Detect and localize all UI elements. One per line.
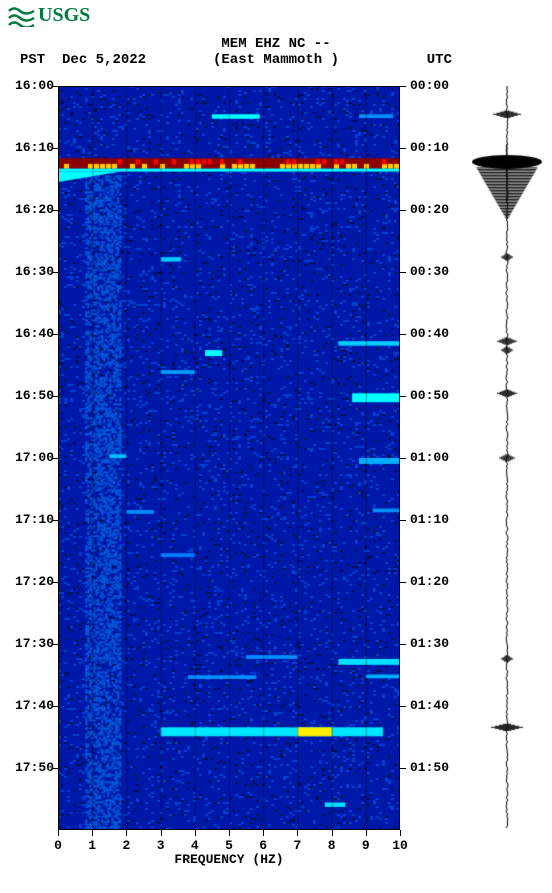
x-tick-mark	[58, 830, 59, 836]
left-time-label: 17:20	[8, 574, 54, 589]
right-time-label: 00:40	[410, 326, 449, 341]
x-tick-mark	[126, 830, 127, 836]
left-tick-mark	[52, 334, 58, 335]
x-tick-mark	[195, 830, 196, 836]
right-time-label: 00:10	[410, 140, 449, 155]
x-tick-label: 1	[88, 838, 96, 853]
x-tick-label: 5	[225, 838, 233, 853]
left-tick-mark	[52, 458, 58, 459]
right-tick-mark	[400, 334, 406, 335]
right-time-label: 01:10	[410, 512, 449, 527]
left-time-label: 16:00	[8, 78, 54, 93]
right-time-label: 01:20	[410, 574, 449, 589]
date-text: Dec 5,2022	[62, 52, 146, 68]
left-tick-mark	[52, 706, 58, 707]
spectrogram-canvas	[58, 86, 400, 830]
x-tick-mark	[263, 830, 264, 836]
usgs-text: USGS	[38, 4, 90, 27]
x-tick-mark	[400, 830, 401, 836]
x-tick-label: 6	[259, 838, 267, 853]
left-time-label: 17:40	[8, 698, 54, 713]
left-tick-mark	[52, 768, 58, 769]
x-tick-label: 7	[293, 838, 301, 853]
x-axis-label: FREQUENCY (HZ)	[58, 852, 400, 867]
left-tick-mark	[52, 272, 58, 273]
right-tick-mark	[400, 86, 406, 87]
right-time-label: 01:40	[410, 698, 449, 713]
right-tick-mark	[400, 520, 406, 521]
right-tick-mark	[400, 644, 406, 645]
spectrogram-plot	[58, 86, 400, 830]
right-tick-mark	[400, 148, 406, 149]
right-tick-mark	[400, 210, 406, 211]
pst-label: PST	[20, 52, 45, 68]
left-time-label: 17:50	[8, 760, 54, 775]
left-time-label: 16:30	[8, 264, 54, 279]
left-tick-mark	[52, 210, 58, 211]
seismogram-trace	[472, 86, 542, 830]
left-tick-mark	[52, 396, 58, 397]
utc-label: UTC	[427, 52, 452, 68]
x-tick-label: 10	[392, 838, 408, 853]
right-time-label: 00:30	[410, 264, 449, 279]
right-time-label: 00:00	[410, 78, 449, 93]
left-time-label: 16:50	[8, 388, 54, 403]
x-tick-label: 0	[54, 838, 62, 853]
usgs-wave-icon	[8, 5, 36, 27]
left-tick-mark	[52, 582, 58, 583]
right-tick-mark	[400, 768, 406, 769]
x-tick-mark	[366, 830, 367, 836]
left-time-label: 16:10	[8, 140, 54, 155]
right-tick-mark	[400, 272, 406, 273]
x-tick-mark	[332, 830, 333, 836]
left-tick-mark	[52, 644, 58, 645]
right-time-label: 00:20	[410, 202, 449, 217]
right-time-label: 01:00	[410, 450, 449, 465]
x-tick-mark	[92, 830, 93, 836]
x-tick-label: 2	[122, 838, 130, 853]
usgs-logo: USGS	[8, 4, 90, 27]
left-tick-mark	[52, 148, 58, 149]
x-tick-label: 8	[328, 838, 336, 853]
right-time-label: 01:30	[410, 636, 449, 651]
left-time-label: 17:00	[8, 450, 54, 465]
x-tick-label: 3	[157, 838, 165, 853]
left-tick-mark	[52, 86, 58, 87]
right-tick-mark	[400, 706, 406, 707]
right-time-label: 00:50	[410, 388, 449, 403]
seismogram-canvas	[472, 86, 542, 830]
left-time-label: 17:10	[8, 512, 54, 527]
left-time-label: 16:40	[8, 326, 54, 341]
date-label: PST Dec 5,2022	[20, 52, 146, 68]
x-tick-label: 9	[362, 838, 370, 853]
right-tick-mark	[400, 582, 406, 583]
left-time-label: 16:20	[8, 202, 54, 217]
right-time-label: 01:50	[410, 760, 449, 775]
x-tick-label: 4	[191, 838, 199, 853]
left-tick-mark	[52, 520, 58, 521]
x-tick-mark	[161, 830, 162, 836]
right-tick-mark	[400, 396, 406, 397]
right-tick-mark	[400, 458, 406, 459]
x-tick-mark	[297, 830, 298, 836]
left-time-label: 17:30	[8, 636, 54, 651]
x-tick-mark	[229, 830, 230, 836]
station-title: MEM EHZ NC --	[0, 36, 552, 52]
